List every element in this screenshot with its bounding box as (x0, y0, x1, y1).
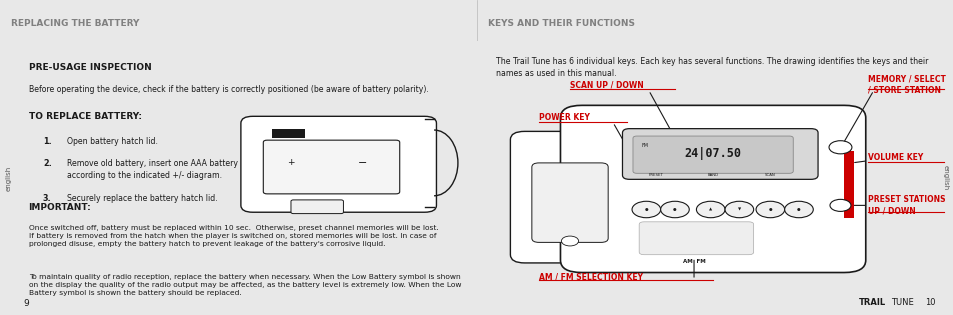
Text: Before operating the device, check if the battery is correctly positioned (be aw: Before operating the device, check if th… (29, 85, 428, 94)
Text: AM  FM: AM FM (682, 259, 704, 264)
Text: IMPORTANT:: IMPORTANT: (29, 203, 91, 212)
Text: KEYS AND THEIR FUNCTIONS: KEYS AND THEIR FUNCTIONS (488, 19, 635, 28)
Text: 2.: 2. (43, 159, 51, 168)
Text: 10: 10 (924, 298, 935, 307)
FancyBboxPatch shape (559, 105, 865, 272)
Text: PRESET: PRESET (648, 173, 662, 177)
Text: TRAIL: TRAIL (858, 298, 884, 307)
Text: english: english (942, 165, 947, 191)
Text: PRE-USAGE INSPECTION: PRE-USAGE INSPECTION (29, 63, 152, 72)
Circle shape (724, 201, 753, 218)
Text: To maintain quality of radio reception, replace the battery when necessary. When: To maintain quality of radio reception, … (29, 274, 460, 296)
FancyBboxPatch shape (291, 200, 343, 214)
Text: ▲: ▲ (708, 208, 712, 211)
Text: ▼: ▼ (737, 208, 740, 211)
Circle shape (631, 201, 659, 218)
Text: ●: ● (768, 208, 771, 211)
FancyBboxPatch shape (510, 131, 634, 263)
Text: The Trail Tune has 6 individual keys. Each key has several functions. The drawin: The Trail Tune has 6 individual keys. Ea… (496, 57, 927, 78)
Text: TO REPLACE BATTERY:: TO REPLACE BATTERY: (29, 112, 141, 121)
Text: TUNE: TUNE (890, 298, 913, 307)
FancyBboxPatch shape (263, 140, 399, 194)
Text: VOLUME KEY: VOLUME KEY (867, 153, 923, 162)
FancyBboxPatch shape (633, 136, 793, 173)
Circle shape (755, 201, 783, 218)
Text: Securely replace the battery hatch lid.: Securely replace the battery hatch lid. (67, 194, 217, 203)
Text: FM: FM (640, 143, 648, 148)
Text: BAND: BAND (707, 173, 718, 177)
Text: −: − (357, 158, 367, 168)
Text: Once switched off, battery must be replaced within 10 sec.  Otherwise, preset ch: Once switched off, battery must be repla… (29, 225, 438, 247)
Text: AM / FM SELECTION KEY: AM / FM SELECTION KEY (538, 272, 642, 281)
Circle shape (659, 201, 688, 218)
Text: 9: 9 (24, 299, 30, 308)
Text: +: + (287, 158, 294, 167)
FancyBboxPatch shape (621, 129, 818, 179)
Circle shape (696, 201, 724, 218)
Circle shape (829, 199, 850, 211)
Bar (272, 129, 305, 138)
Text: ●: ● (644, 208, 647, 211)
FancyBboxPatch shape (531, 163, 608, 242)
Text: Remove old battery, insert one AAA battery into the slot
according to the indica: Remove old battery, insert one AAA batte… (67, 159, 287, 180)
Circle shape (560, 236, 578, 246)
Text: MEMORY / SELECT
/ STORE STATION: MEMORY / SELECT / STORE STATION (867, 75, 945, 95)
Text: 24|07.50: 24|07.50 (684, 147, 740, 160)
FancyBboxPatch shape (240, 116, 436, 212)
Text: english: english (6, 165, 11, 191)
Text: Open battery hatch lid.: Open battery hatch lid. (67, 137, 157, 146)
Text: SCAN: SCAN (764, 173, 775, 177)
Text: ●: ● (673, 208, 676, 211)
Text: PRESET STATIONS
UP / DOWN: PRESET STATIONS UP / DOWN (867, 195, 944, 215)
Text: REPLACING THE BATTERY: REPLACING THE BATTERY (11, 19, 140, 28)
Text: SCAN UP / DOWN: SCAN UP / DOWN (569, 81, 643, 90)
Text: 3.: 3. (43, 194, 51, 203)
Circle shape (828, 141, 851, 154)
Text: POWER KEY: POWER KEY (538, 113, 589, 122)
Bar (843, 151, 853, 218)
Circle shape (783, 201, 812, 218)
Text: ●: ● (797, 208, 800, 211)
FancyBboxPatch shape (639, 222, 753, 255)
Text: 1.: 1. (43, 137, 51, 146)
